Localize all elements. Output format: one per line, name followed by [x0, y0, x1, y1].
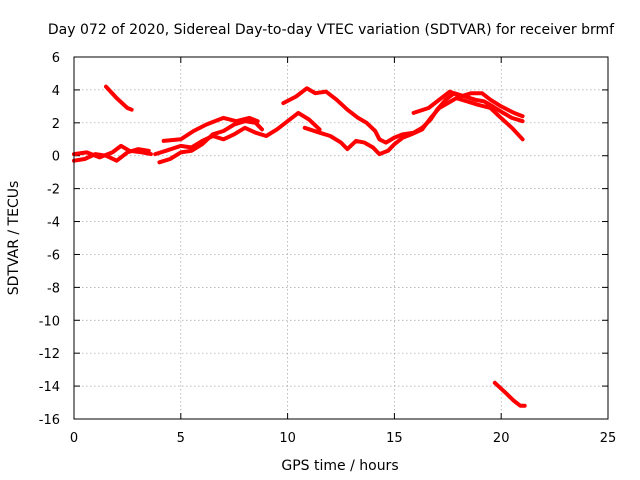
y-tick-label: -14	[39, 380, 60, 395]
x-tick-label: 25	[600, 431, 617, 446]
series-track-10	[492, 380, 527, 408]
y-tick-label: -8	[47, 281, 60, 296]
x-tick-label: 5	[177, 431, 185, 446]
series-track-2	[72, 143, 153, 160]
y-tick-label: 4	[52, 84, 60, 99]
series-track-8	[302, 96, 525, 157]
y-tick-label: 6	[52, 51, 60, 66]
x-axis-label: GPS time / hours	[281, 458, 398, 474]
y-tick-label: -2	[47, 183, 60, 198]
x-tick-label: 10	[279, 431, 296, 446]
y-axis-label: SDTVAR / TECUs	[6, 181, 22, 296]
x-tick-labels: 0 5 10 15 20 25	[70, 431, 616, 446]
series-track-5	[157, 119, 264, 165]
y-tick-label: 0	[52, 150, 60, 165]
y-tick-label: -4	[47, 216, 60, 231]
x-tick-label: 0	[70, 431, 78, 446]
y-tick-label: 2	[52, 117, 60, 132]
series-track-6	[161, 115, 260, 143]
series-track-7	[281, 86, 525, 145]
x-tick-label: 15	[386, 431, 403, 446]
chart-title: Day 072 of 2020, Sidereal Day-to-day VTE…	[48, 22, 615, 38]
y-tick-label: -6	[47, 248, 60, 263]
series-track-9	[411, 89, 525, 119]
axis-ticks	[73, 56, 609, 420]
y-tick-label: -10	[39, 314, 60, 329]
series-track-3	[104, 84, 134, 112]
x-tick-label: 20	[493, 431, 510, 446]
y-tick-labels: -16 -14 -12 -10 -8 -6 -4 -2 0 2 4 6	[39, 51, 60, 428]
y-tick-label: -16	[39, 413, 60, 428]
grid	[74, 57, 608, 419]
series-layer	[72, 84, 527, 408]
series-track-4	[153, 110, 322, 157]
plot-area-border	[73, 56, 609, 420]
y-tick-label: -12	[39, 347, 60, 362]
